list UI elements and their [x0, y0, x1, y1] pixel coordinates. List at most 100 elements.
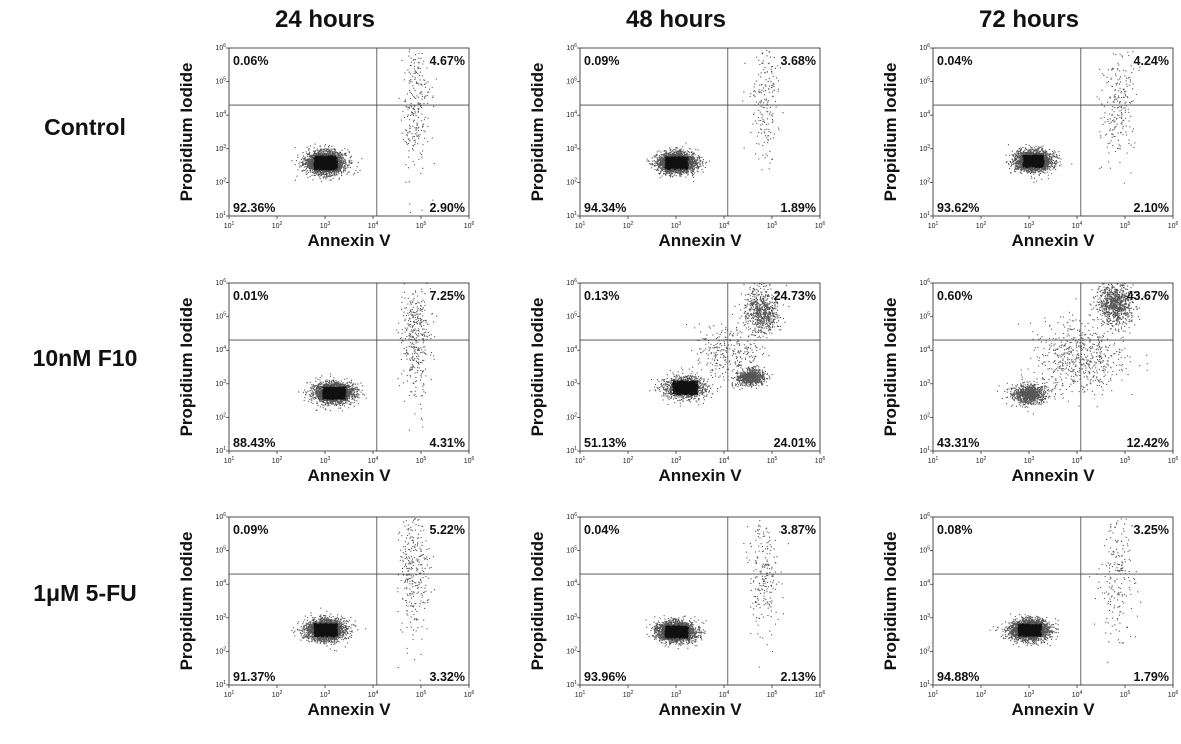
data-point: [413, 88, 414, 89]
data-point: [330, 162, 332, 164]
data-point: [343, 155, 344, 156]
data-point: [420, 153, 421, 154]
data-point: [405, 164, 406, 165]
data-point: [320, 173, 321, 174]
data-point: [670, 176, 671, 177]
data-point: [329, 166, 331, 168]
data-point: [418, 97, 419, 98]
data-point: [322, 168, 324, 170]
data-point: [323, 176, 324, 177]
data-point: [697, 157, 698, 158]
data-point: [306, 174, 307, 175]
data-point: [313, 169, 314, 170]
data-point: [345, 153, 346, 154]
data-point: [419, 134, 420, 135]
data-point: [657, 151, 658, 152]
data-point: [698, 171, 699, 172]
data-point: [347, 149, 348, 150]
data-point: [689, 154, 690, 155]
data-point: [344, 163, 345, 164]
data-point: [291, 160, 292, 161]
data-point: [349, 162, 350, 163]
data-point: [320, 175, 321, 176]
data-point: [343, 171, 344, 172]
data-point: [337, 153, 338, 154]
data-point: [304, 166, 305, 167]
data-point: [656, 163, 657, 164]
data-point: [349, 171, 350, 172]
data-point: [343, 167, 344, 168]
data-point: [308, 148, 309, 149]
data-point: [341, 160, 342, 161]
data-point: [310, 170, 311, 171]
data-point: [309, 167, 310, 168]
data-point: [695, 154, 696, 155]
data-point: [350, 157, 351, 158]
data-point: [349, 161, 350, 162]
data-point: [323, 151, 324, 152]
data-point: [411, 81, 412, 82]
data-point: [420, 68, 421, 69]
data-point: [354, 173, 355, 174]
data-point: [698, 155, 699, 156]
data-point: [325, 179, 326, 180]
data-point: [424, 96, 425, 97]
data-point: [659, 150, 660, 151]
y-tick-label: 101: [215, 211, 226, 220]
data-point: [338, 160, 339, 161]
data-point: [421, 107, 422, 108]
data-point: [309, 160, 310, 161]
data-point: [422, 53, 423, 54]
data-point: [335, 172, 336, 173]
data-point: [325, 144, 326, 145]
data-point: [329, 180, 330, 181]
data-point: [688, 157, 689, 158]
data-point: [314, 173, 315, 174]
data-point: [331, 150, 332, 151]
data-point: [416, 125, 417, 126]
data-point: [428, 118, 429, 119]
data-point: [310, 159, 311, 160]
data-point: [685, 143, 686, 144]
data-point: [423, 61, 424, 62]
data-point: [421, 120, 422, 121]
data-point: [299, 167, 300, 168]
data-point: [339, 168, 340, 169]
data-point: [353, 174, 354, 175]
data-point: [321, 181, 322, 182]
data-point: [413, 150, 414, 151]
data-point: [420, 83, 421, 84]
data-point: [434, 163, 435, 164]
data-point: [321, 158, 323, 160]
data-point: [670, 154, 671, 155]
data-point: [670, 150, 671, 151]
data-point: [666, 172, 667, 173]
data-point: [653, 156, 654, 157]
data-point: [416, 128, 417, 129]
data-point: [302, 171, 303, 172]
data-point: [416, 72, 417, 73]
data-point: [312, 155, 313, 156]
data-point: [702, 161, 703, 162]
data-point: [693, 177, 694, 178]
data-point: [324, 176, 325, 177]
data-point: [660, 152, 661, 153]
data-point: [675, 152, 676, 153]
data-point: [410, 65, 411, 66]
data-point: [311, 168, 312, 169]
data-point: [336, 165, 338, 167]
data-point: [310, 171, 311, 172]
data-point: [700, 166, 701, 167]
data-point: [342, 157, 343, 158]
data-point: [335, 162, 337, 164]
data-point: [321, 166, 323, 168]
data-point: [305, 169, 306, 170]
data-point: [350, 162, 351, 163]
row-title-f10: 10nM F10: [0, 345, 170, 372]
data-point: [328, 146, 329, 147]
data-point: [338, 155, 339, 156]
data-point: [662, 154, 663, 155]
data-point: [317, 148, 318, 149]
data-point: [361, 158, 362, 159]
data-point: [344, 153, 345, 154]
